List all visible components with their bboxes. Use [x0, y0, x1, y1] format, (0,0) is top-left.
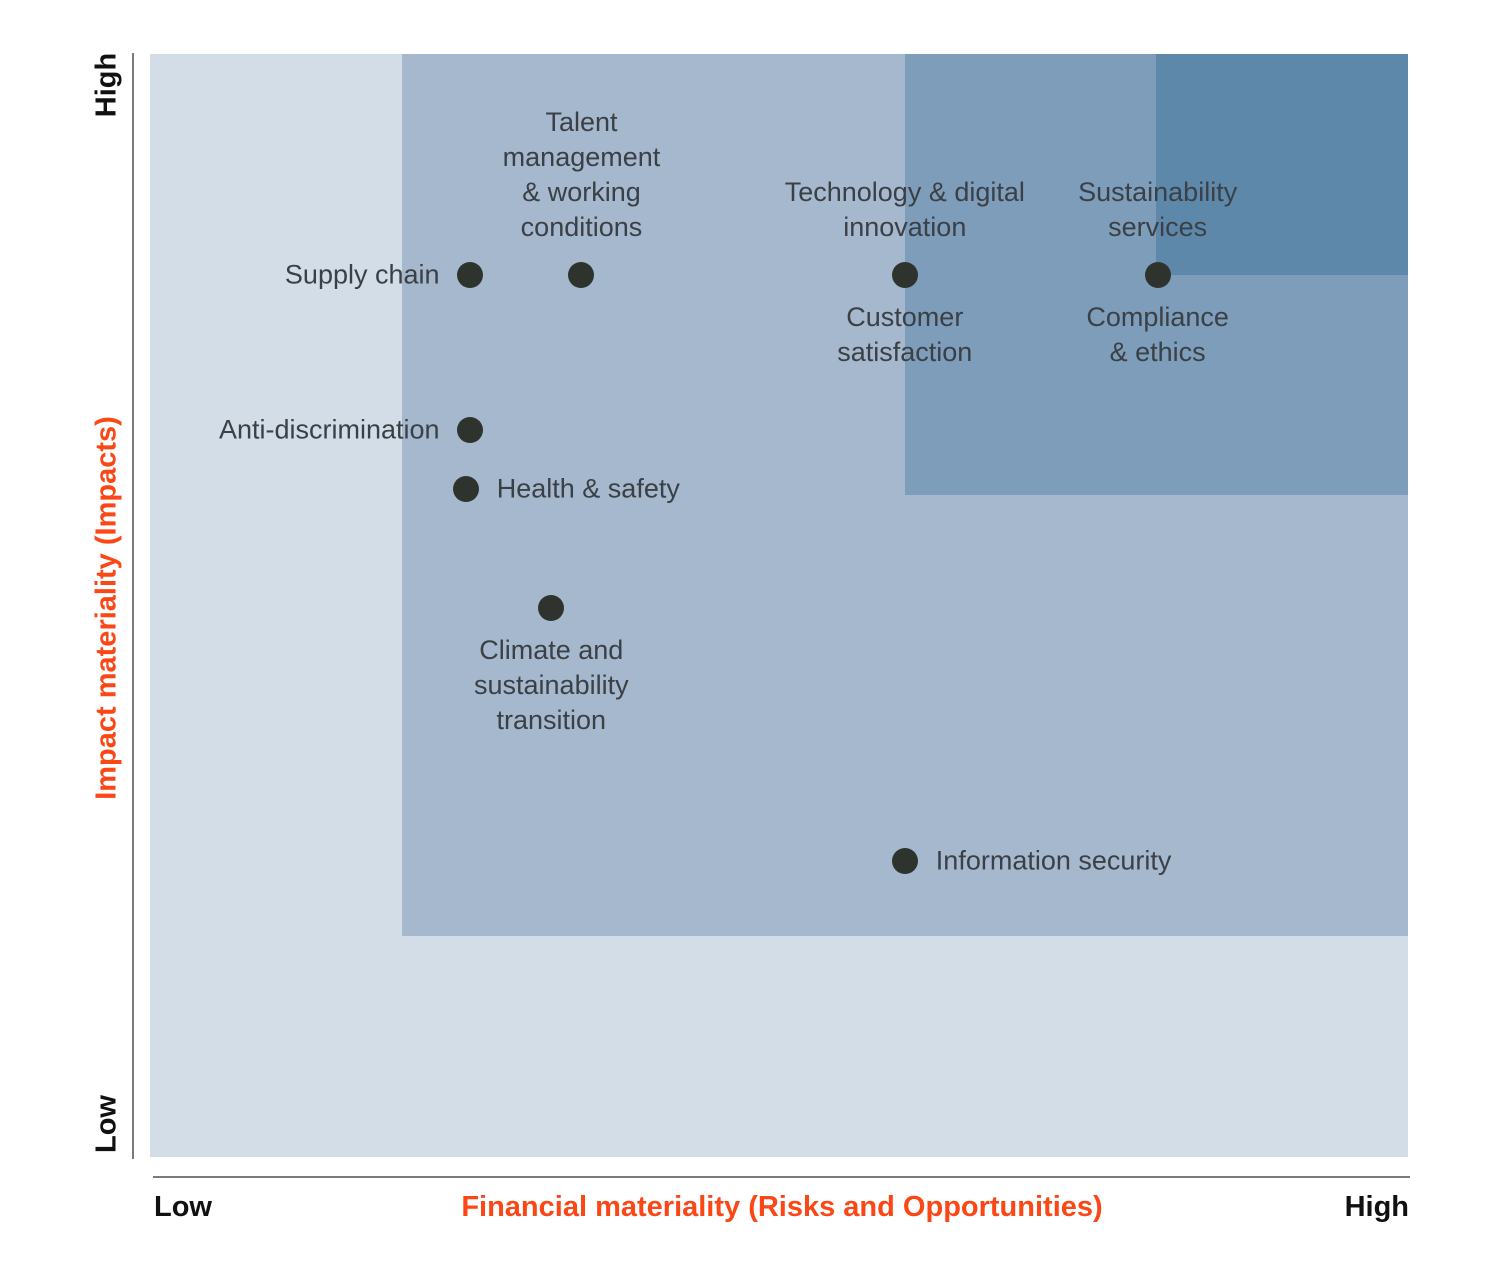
materiality-zone-highest [1156, 54, 1408, 275]
x-axis-title: Financial materiality (Risks and Opportu… [461, 1191, 1103, 1223]
point-dot [891, 261, 918, 288]
y-axis-title: Impact materiality (Impacts) [90, 416, 123, 800]
point-label: Sustainability services [1078, 176, 1238, 242]
point-label: Health & safety [496, 473, 680, 504]
point-dot [456, 261, 483, 288]
point-dot [456, 417, 483, 444]
point-label: Supply chain [284, 259, 440, 290]
x-axis-low-tick: Low [154, 1191, 212, 1223]
point-dot [452, 475, 479, 502]
point-label: Anti-discrimination [218, 414, 440, 445]
point-dot [1144, 261, 1171, 288]
point-label: Compliance & ethics [1086, 301, 1229, 367]
y-axis-low-tick: Low [90, 1095, 123, 1153]
y-axis-high-tick: High [90, 52, 123, 118]
point-label: Customer satisfaction [837, 301, 973, 367]
plot-area: Supply chain Talent management & working … [150, 54, 1408, 1157]
y-axis-line [132, 53, 134, 1159]
point-dot [891, 848, 918, 875]
point-label: Information security [935, 845, 1172, 876]
point-label: Talent management & working conditions [502, 106, 661, 242]
x-axis-line [153, 1176, 1410, 1178]
x-axis-high-tick: High [1344, 1191, 1409, 1223]
point-dot [568, 261, 595, 288]
point-dot [538, 594, 565, 621]
point-label: Technology & digital innovation [784, 176, 1025, 242]
point-label: Climate and sustainability transition [474, 634, 629, 735]
